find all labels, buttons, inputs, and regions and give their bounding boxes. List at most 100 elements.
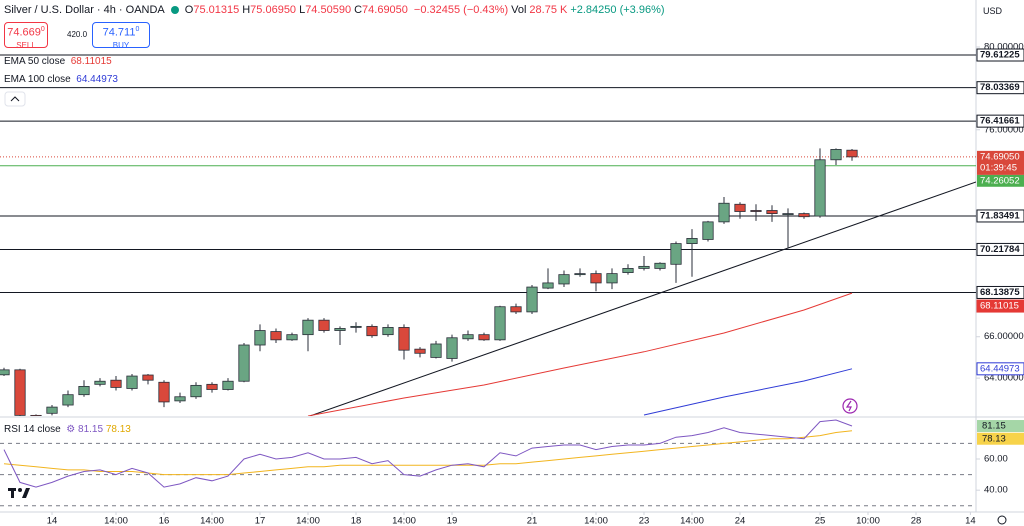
buy-button[interactable]: 74.7110 BUY — [92, 22, 150, 50]
level-label-bg — [976, 242, 1024, 256]
ohlc-label: O — [184, 4, 194, 16]
candle-body — [190, 384, 202, 398]
candle-body — [94, 380, 106, 385]
ema-label-bg — [976, 299, 1024, 313]
ema-label: 64.44973 — [980, 363, 1020, 374]
candle-body — [830, 149, 842, 161]
ema-label-bg — [976, 362, 1024, 376]
buy-sup: 0 — [135, 26, 140, 33]
level-label-bg — [976, 81, 1024, 95]
settings-icon[interactable] — [997, 515, 1007, 525]
x-tick-label: 14:00 — [680, 516, 704, 526]
x-tick-label: 10:00 — [856, 516, 880, 526]
symbol-title: Silver / U.S. Dollar · 4h · OANDA — [4, 4, 165, 16]
candle-body — [14, 369, 26, 416]
candle-body — [750, 210, 762, 212]
rsi-tick-label: 60.00 — [984, 454, 1008, 465]
candle-body — [78, 386, 90, 396]
last-price-bg — [977, 150, 1024, 175]
y-tick-label: 76.00000 — [984, 124, 1024, 135]
level-label-bg — [976, 48, 1024, 62]
candle-body — [30, 414, 42, 416]
rsi-ma-label-bg — [977, 432, 1024, 445]
candle-body — [702, 221, 714, 240]
green-level-label: 74.26052 — [980, 175, 1020, 186]
rsi-value: 81.15 — [78, 424, 104, 435]
alert-bolt — [845, 400, 852, 412]
candle-body — [254, 330, 266, 346]
rsi-title: RSI 14 close — [4, 424, 61, 435]
level-label: 71.83491 — [980, 210, 1020, 221]
x-tick-label: 21 — [527, 516, 538, 526]
candle-body — [334, 328, 346, 331]
candle-body — [0, 369, 10, 376]
candle-body — [46, 406, 58, 414]
ohlc-label: H — [242, 4, 251, 16]
sell-sup: 0 — [40, 26, 45, 33]
sell-label: SELL — [16, 40, 36, 50]
alert-icon[interactable] — [842, 398, 858, 414]
candle-body — [590, 273, 602, 284]
candle-body — [318, 319, 330, 331]
x-tick-label: 25 — [815, 516, 826, 526]
x-tick-label: 23 — [639, 516, 650, 526]
rsi-ma-label: 78.13 — [982, 433, 1006, 444]
candle-body — [478, 334, 490, 341]
candle-body — [158, 381, 170, 403]
ema-label: 68.11015 — [980, 301, 1019, 312]
x-tick-label: 14 — [47, 516, 58, 526]
collapse-button[interactable] — [4, 91, 26, 107]
candle-body — [686, 238, 698, 244]
rsi-pane — [0, 419, 976, 507]
sell-button[interactable]: 74.6690 SELL — [4, 22, 48, 50]
candle-body — [126, 375, 138, 389]
ema100-legend: EMA 100 close 64.44973 — [4, 74, 118, 85]
buy-price: 74.711 — [102, 26, 136, 39]
candle-body — [494, 306, 506, 341]
legend-name: EMA 50 close — [4, 56, 66, 67]
ohlc-label: L — [299, 4, 306, 16]
level-label-bg — [976, 285, 1024, 299]
candle-body — [622, 268, 634, 273]
candle-body — [222, 380, 234, 390]
tv-logo — [8, 488, 30, 498]
y-tick-label: 80.00000 — [984, 41, 1024, 52]
ema-line — [643, 368, 853, 416]
x-tick-label: 14:00 — [200, 516, 224, 526]
level-label-bg — [976, 209, 1024, 223]
candle-body — [766, 210, 778, 214]
currency: USD — [983, 6, 1003, 16]
candle-body — [718, 202, 730, 223]
change-period: +2.84250 (+3.96%) — [570, 4, 665, 16]
candle-body — [302, 319, 314, 336]
candle-body — [542, 282, 554, 289]
candle-body — [846, 149, 858, 158]
last-price-label: 74.69050 — [980, 151, 1020, 162]
candle-body — [142, 374, 154, 381]
ohlc-value: 75.01315 — [193, 4, 240, 16]
candle-body — [446, 337, 458, 359]
candle-body — [206, 383, 218, 390]
candle-body — [238, 344, 250, 382]
x-tick-label: 14:00 — [392, 516, 416, 526]
ohlc-value: 74.69050 — [362, 4, 408, 16]
rsi-label: 81.15 — [982, 421, 1006, 432]
x-tick-label: 28 — [911, 516, 922, 526]
x-tick-label: 16 — [159, 516, 170, 526]
main-pane — [0, 54, 976, 416]
candle-body — [110, 379, 122, 388]
candle-body — [638, 265, 650, 269]
price-axis-bg — [976, 0, 1024, 526]
sell-price: 74.669 — [7, 26, 41, 39]
ema-line — [307, 292, 853, 416]
x-tick-label: 14:00 — [584, 516, 608, 526]
x-tick-label: 14:00 — [296, 516, 320, 526]
candle-body — [558, 274, 570, 285]
level-label-bg — [976, 114, 1024, 128]
collapse-icon — [10, 96, 20, 102]
y-tick-label: 64.00000 — [984, 373, 1024, 384]
candle-body — [366, 325, 378, 337]
candle-body — [174, 396, 186, 402]
